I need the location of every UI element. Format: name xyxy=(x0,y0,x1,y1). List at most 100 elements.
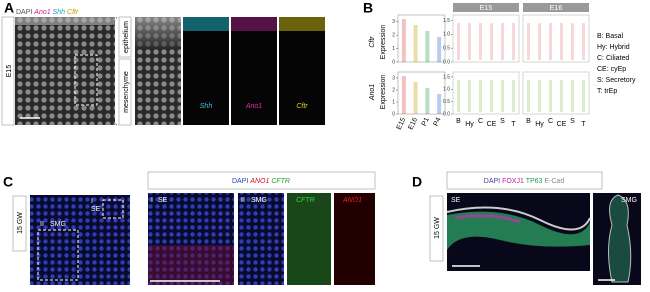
y-tick-label: 2 xyxy=(392,32,395,38)
channel: DAPI xyxy=(232,178,248,185)
plot-frame xyxy=(452,14,520,63)
legend-entry: T: trEp xyxy=(597,88,617,95)
header-box xyxy=(446,171,603,190)
signal xyxy=(231,17,277,31)
membrane xyxy=(446,206,591,231)
inset-channel xyxy=(279,17,325,125)
dot-cloud xyxy=(479,80,482,112)
dot-cloud xyxy=(457,23,460,60)
x-tick-label: CE xyxy=(487,121,497,128)
legend-entry: Hy: Hybrid xyxy=(597,44,630,51)
dot-cloud xyxy=(527,80,530,112)
inset-label: Shh xyxy=(200,103,213,110)
connector xyxy=(96,104,118,126)
micrograph xyxy=(15,17,115,125)
y-tick-label: 0.0 xyxy=(443,111,450,117)
panel-a: A DAPI Ano1 Shh Cftr E15 epithelium mese… xyxy=(1,0,325,126)
stage-box xyxy=(1,16,15,126)
dot-cloud xyxy=(479,23,482,60)
panel-label: B xyxy=(363,0,373,16)
inset-label: Cftr xyxy=(296,103,308,110)
inset-label: CFTR xyxy=(296,197,315,204)
region-label: SMG xyxy=(621,197,637,204)
header-box xyxy=(147,171,376,190)
connector xyxy=(96,16,118,56)
channel: Cftr xyxy=(67,9,79,16)
region-label: SMG xyxy=(251,197,267,204)
channel-legend: DAPI Ano1 Shh Cftr xyxy=(16,9,79,16)
region-box xyxy=(118,58,132,126)
x-tick-label: S xyxy=(500,118,505,125)
dot-cloud xyxy=(571,80,574,112)
dot-cloud xyxy=(437,37,442,62)
strip-label: E16 xyxy=(550,5,563,12)
inset-box xyxy=(37,229,79,281)
x-tick-label: C xyxy=(478,118,483,125)
gene-label: Ano1 xyxy=(369,84,376,101)
dot-cloud xyxy=(582,80,585,112)
inset-label: Ano1 xyxy=(245,103,262,110)
inset-channel xyxy=(231,17,277,125)
stage-label: 15 GW xyxy=(434,217,441,239)
channel-legend: DAPI FOXJ1 TP63 E-Cad xyxy=(484,178,565,185)
micrograph xyxy=(30,195,130,285)
region-label: SE xyxy=(91,206,101,213)
x-tick-label: B xyxy=(526,118,531,125)
dot-cloud xyxy=(437,94,442,114)
dot-cloud xyxy=(512,23,515,60)
axis-title: Expression xyxy=(380,75,387,110)
x-tick-label: Hy xyxy=(465,121,474,128)
y-tick-label: 0.0 xyxy=(443,59,450,65)
dot-cloud xyxy=(490,23,493,60)
y-tick-label: 1.0 xyxy=(443,32,450,38)
inset-label: ANO1 xyxy=(342,197,362,204)
y-tick-label: 1 xyxy=(392,46,395,52)
gene-label: Cftr xyxy=(369,36,376,48)
dot-cloud xyxy=(560,80,563,112)
dot-cloud xyxy=(401,76,406,114)
dot-cloud xyxy=(501,80,504,112)
x-tick-label: P1 xyxy=(421,117,431,128)
region-label: SE xyxy=(451,197,461,204)
y-tick-label: 3 xyxy=(392,19,395,25)
channel: FOXJ1 xyxy=(502,178,524,185)
region-box xyxy=(118,16,132,58)
y-tick-label: 2 xyxy=(392,87,395,93)
dot-cloud xyxy=(571,23,574,60)
panel-label: D xyxy=(412,174,422,190)
plot-frame xyxy=(522,71,590,115)
y-tick-label: 3 xyxy=(392,75,395,81)
dot-cloud xyxy=(512,80,515,112)
x-tick-label: T xyxy=(581,121,586,128)
channel: Shh xyxy=(53,9,66,16)
marker: I xyxy=(91,198,93,205)
plot-frame xyxy=(397,71,446,115)
dot-cloud xyxy=(538,80,541,112)
plot-frame xyxy=(522,14,590,63)
dot-cloud xyxy=(527,23,530,60)
stage-label: E15 xyxy=(6,65,13,78)
region-label: mesenchyme xyxy=(123,71,130,113)
inset-channel xyxy=(334,193,375,285)
legend-entry: CE: cyEp xyxy=(597,66,626,73)
dot-cloud xyxy=(468,23,471,60)
x-tick-label: P4 xyxy=(433,117,443,128)
legend-entry: S: Secretory xyxy=(597,77,636,84)
dot-cloud xyxy=(538,23,541,60)
dot-cloud xyxy=(501,23,504,60)
legend-entry: C: Ciliated xyxy=(597,55,629,62)
y-tick-label: 0 xyxy=(392,111,395,117)
y-tick-label: 1.0 xyxy=(443,87,450,93)
x-tick-label: Hy xyxy=(535,121,544,128)
inset-channel xyxy=(287,193,331,285)
channel: ANO1 xyxy=(249,178,269,185)
channel: DAPI xyxy=(484,178,500,185)
signal xyxy=(183,17,229,31)
epithelium-layer xyxy=(135,17,181,47)
epithelium-layer xyxy=(447,211,590,250)
dot-cloud xyxy=(560,23,563,60)
dot-cloud xyxy=(490,80,493,112)
y-tick-label: 0 xyxy=(392,59,395,65)
strip-header xyxy=(523,3,589,12)
